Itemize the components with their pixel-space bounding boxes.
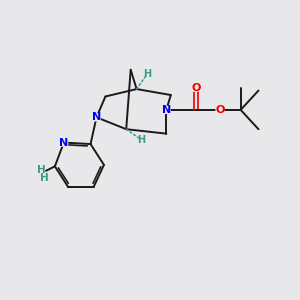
Text: N: N (162, 105, 171, 115)
Text: O: O (215, 105, 224, 115)
Text: H: H (40, 173, 48, 183)
Text: H: H (37, 165, 46, 175)
Text: O: O (191, 82, 201, 93)
FancyBboxPatch shape (192, 83, 200, 92)
FancyBboxPatch shape (59, 138, 68, 147)
Text: N: N (92, 112, 101, 122)
Text: H: H (143, 69, 151, 79)
FancyBboxPatch shape (215, 106, 224, 114)
Text: N: N (59, 138, 68, 148)
Text: H: H (137, 135, 145, 145)
FancyBboxPatch shape (162, 106, 171, 114)
FancyBboxPatch shape (92, 113, 101, 122)
